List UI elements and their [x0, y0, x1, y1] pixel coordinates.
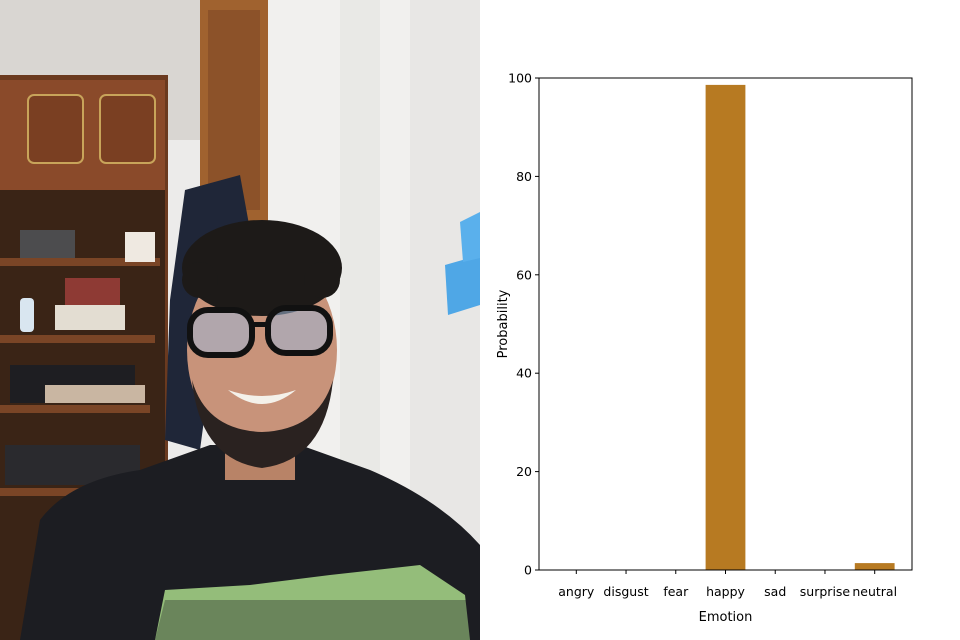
glasses [187, 305, 333, 358]
y-tick-label-80: 80 [516, 169, 532, 184]
beard [192, 380, 333, 468]
emotion-bar-chart: 0 20 40 60 80 100 angry disgust fear happy sad sur… [496, 71, 913, 625]
selfie-photo [0, 0, 480, 640]
y-tick-label-40: 40 [516, 366, 532, 381]
bar-happy [705, 84, 746, 570]
x-tick-label-sad: sad [764, 584, 786, 599]
x-axis: angry disgust fear happy sad surprise neutral [558, 570, 897, 599]
selfie-illustration [0, 0, 480, 640]
bar-neutral [854, 563, 895, 570]
curly-hair [182, 220, 342, 316]
x-tick-label-fear: fear [663, 584, 689, 599]
sticky-note [445, 255, 480, 315]
bars-group [705, 84, 895, 570]
x-tick-label-surprise: surprise [800, 584, 851, 599]
shirt-print [155, 565, 470, 640]
y-tick-label-100: 100 [508, 71, 532, 86]
x-tick-label-neutral: neutral [852, 584, 897, 599]
y-tick-label-0: 0 [524, 563, 532, 578]
x-tick-label-happy: happy [706, 584, 745, 599]
y-tick-label-20: 20 [516, 464, 532, 479]
x-tick-label-disgust: disgust [603, 584, 648, 599]
y-tick-label-60: 60 [516, 267, 532, 282]
smile [228, 390, 296, 404]
y-axis-title: Probability [496, 289, 511, 358]
emotion-chart: 0 20 40 60 80 100 angry disgust fear happy sad sur… [480, 0, 960, 640]
y-axis: 0 20 40 60 80 100 [508, 71, 539, 578]
x-axis-title: Emotion [699, 610, 753, 625]
x-tick-label-angry: angry [558, 584, 595, 599]
